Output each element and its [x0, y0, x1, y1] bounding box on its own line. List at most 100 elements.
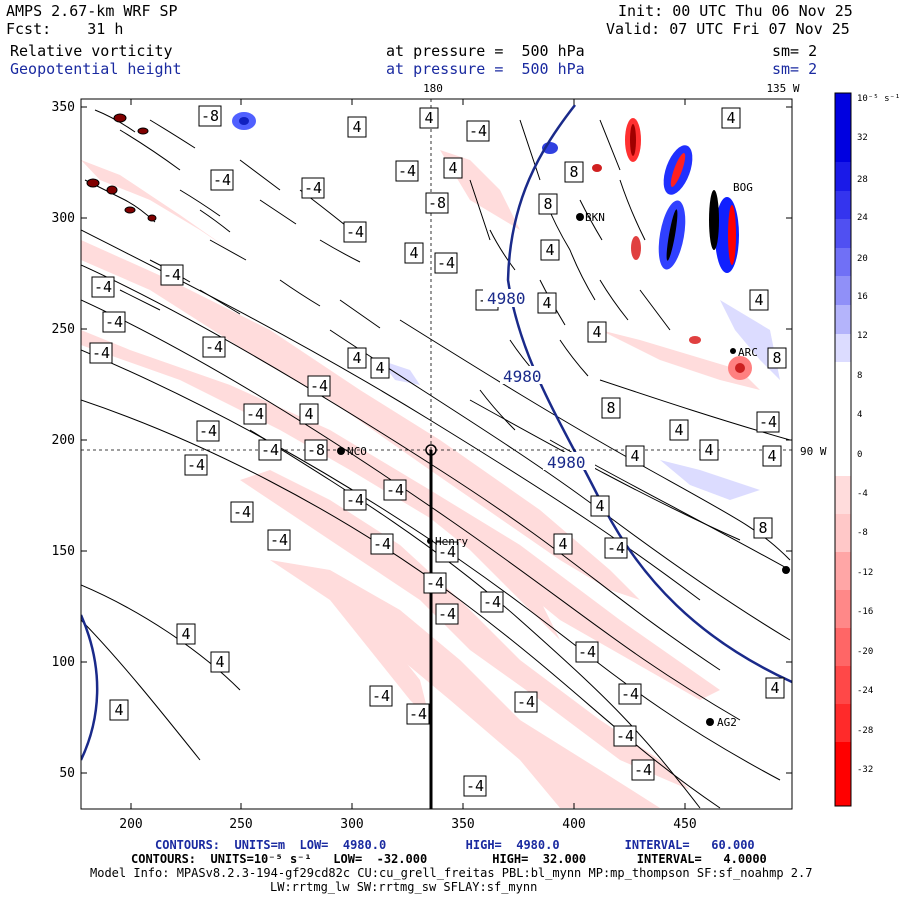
svg-text:-4: -4 [94, 278, 112, 296]
stations: NCO Henry AG2 BKN BOG ARC [337, 181, 790, 729]
colorbar-tick: 24 [857, 213, 868, 223]
colorbar-cell [835, 362, 851, 476]
contour-label: -4 [267, 529, 291, 551]
svg-text:8: 8 [758, 519, 767, 537]
contour-label: -4 [466, 120, 490, 142]
contour-label: -4 [613, 725, 637, 747]
contour-label: -4 [89, 342, 113, 364]
svg-text:-4: -4 [261, 441, 279, 459]
svg-text:8: 8 [569, 163, 578, 181]
colorbar-cell [835, 742, 851, 806]
x-tick-label: 450 [673, 817, 696, 832]
svg-text:-4: -4 [398, 162, 416, 180]
svg-text:-4: -4 [213, 171, 231, 189]
height-contour-labels: 4980 4980 4980 [483, 289, 595, 472]
contour-label: -4 [406, 703, 430, 725]
svg-text:-4: -4 [92, 344, 110, 362]
positive-vorticity-shading [380, 300, 780, 500]
station-bog: BOG [733, 181, 753, 194]
contour-label: -8 [198, 105, 222, 127]
contour-label: -4 [343, 221, 367, 243]
contour-label: -8 [304, 439, 328, 461]
height-label-3: 4980 [547, 453, 586, 472]
contour-label: -4 [184, 454, 208, 476]
contour-label: 4 [370, 357, 390, 379]
colorbar-cell [835, 93, 851, 105]
contour-label: -4 [480, 591, 504, 613]
contour-label: 4 [721, 107, 741, 129]
contour-label: -4 [435, 541, 459, 563]
colorbar-tick: -20 [857, 647, 873, 657]
contour-label: 4 [443, 157, 463, 179]
y-tick-label: 200 [52, 433, 75, 448]
svg-text:-4: -4 [438, 543, 456, 561]
svg-text:-4: -4 [386, 481, 404, 499]
svg-text:4: 4 [595, 497, 604, 515]
contour-label: -4 [202, 336, 226, 358]
contour-labels: -8 4 4 -4 4 -4 -4 -4 4 8 8 -8 -4 4 -4 4 … [89, 105, 787, 797]
contour-label: -4 [756, 411, 780, 433]
x-tick-label: 350 [451, 817, 474, 832]
colorbar-tick: 16 [857, 292, 868, 302]
colorbar-tick: -8 [857, 528, 868, 538]
small-scale-contours [84, 109, 671, 431]
svg-text:4: 4 [352, 349, 361, 367]
contour-label: 4 [210, 651, 230, 673]
pole-marker [425, 444, 437, 456]
contour-label: 4 [347, 116, 367, 138]
svg-text:-4: -4 [187, 456, 205, 474]
svg-text:-4: -4 [483, 593, 501, 611]
geopotential-height-contours [81, 104, 792, 761]
svg-text:-4: -4 [270, 531, 288, 549]
colorbar-cell [835, 105, 851, 162]
colorbar-cell [835, 590, 851, 628]
colorbar-tick: -24 [857, 686, 873, 696]
plot-frame [80, 98, 793, 810]
svg-text:-4: -4 [304, 179, 322, 197]
contour-label: -4 [307, 375, 331, 397]
svg-text:4: 4 [704, 441, 713, 459]
colorbar-cell [835, 191, 851, 219]
colorbar-cell [835, 704, 851, 742]
contour-label: -4 [370, 533, 394, 555]
contour-label: 4 [537, 292, 557, 314]
contour-label: -4 [91, 276, 115, 298]
colorbar-cell [835, 305, 851, 334]
svg-text:4: 4 [558, 535, 567, 553]
station-bkn: BKN [585, 211, 605, 224]
model-info-2: LW:rrtmg_lw SW:rrtmg_sw SFLAY:sf_mynn [270, 880, 538, 894]
colorbar-tick: 12 [857, 331, 868, 341]
svg-text:-4: -4 [634, 761, 652, 779]
svg-text:-8: -8 [307, 441, 325, 459]
strong-vorticity-features [232, 112, 752, 380]
svg-text:4: 4 [409, 244, 418, 262]
contour-label: 8 [753, 517, 773, 539]
colorbar-tick: 8 [857, 371, 862, 381]
svg-text:-4: -4 [105, 313, 123, 331]
contour-label: -4 [604, 537, 628, 559]
contour-label: -4 [343, 489, 367, 511]
contour-label: -8 [425, 192, 449, 214]
colorbar-tick: -32 [857, 765, 873, 775]
height-label-1: 4980 [487, 289, 526, 308]
svg-text:4: 4 [448, 159, 457, 177]
svg-text:-4: -4 [163, 266, 181, 284]
contour-label: 4 [587, 321, 607, 343]
contour-label: 4 [109, 699, 129, 721]
contour-label: -4 [230, 501, 254, 523]
colorbar-cell [835, 476, 851, 514]
station-dot [730, 348, 736, 354]
svg-text:8: 8 [772, 349, 781, 367]
height-label-bg [543, 452, 595, 470]
contour-label: 4 [176, 623, 196, 645]
station-dot [337, 447, 345, 455]
station-dot [706, 718, 714, 726]
y-axis-labels: 350 300 250 200 150 100 50 [52, 100, 75, 781]
plot-field [81, 99, 792, 809]
field2-level: at pressure = 500 hPa [386, 60, 585, 78]
field2-name: Geopotential height [10, 60, 182, 78]
lon-label-135w: 135 W [766, 82, 799, 95]
y-tick-label: 350 [52, 100, 75, 115]
contour-label: 4 [404, 242, 424, 264]
